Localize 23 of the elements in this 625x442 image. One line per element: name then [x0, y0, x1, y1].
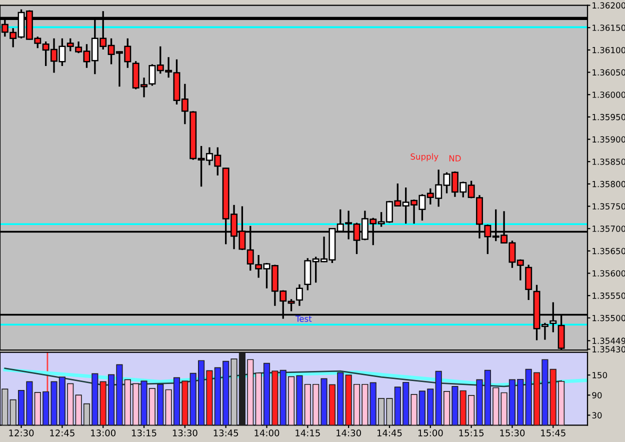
x-tick-label: 15:00	[418, 430, 443, 436]
x-tick-label: 14:00	[254, 430, 280, 436]
x-tick-label: 12:30	[9, 430, 34, 436]
y-tick-label: 30	[592, 412, 602, 418]
y-tick-label: 90	[592, 392, 602, 398]
x-tick-label: 13:30	[172, 430, 198, 436]
annotation: Supply	[410, 153, 438, 162]
annotation: Test	[295, 316, 312, 322]
x-tick-label: 15:45	[541, 430, 566, 436]
candlestick	[525, 264, 532, 301]
annotation: ND	[449, 155, 461, 162]
x-tick-label: 14:45	[377, 430, 402, 436]
x-tick-label: 15:15	[459, 430, 484, 436]
x-tick-label: 13:45	[214, 430, 238, 436]
x-tick-label: 14:30	[336, 430, 361, 436]
x-tick-label: 12:45	[50, 430, 74, 436]
x-tick-label: 13:15	[132, 430, 156, 436]
x-tick-label: 13:00	[91, 430, 116, 436]
x-tick-label: 14:15	[296, 430, 320, 436]
y-tick-label: 150	[592, 372, 608, 378]
candlestick	[296, 284, 303, 307]
bar	[2, 388, 8, 426]
x-tick-label: 15:30	[500, 430, 525, 436]
